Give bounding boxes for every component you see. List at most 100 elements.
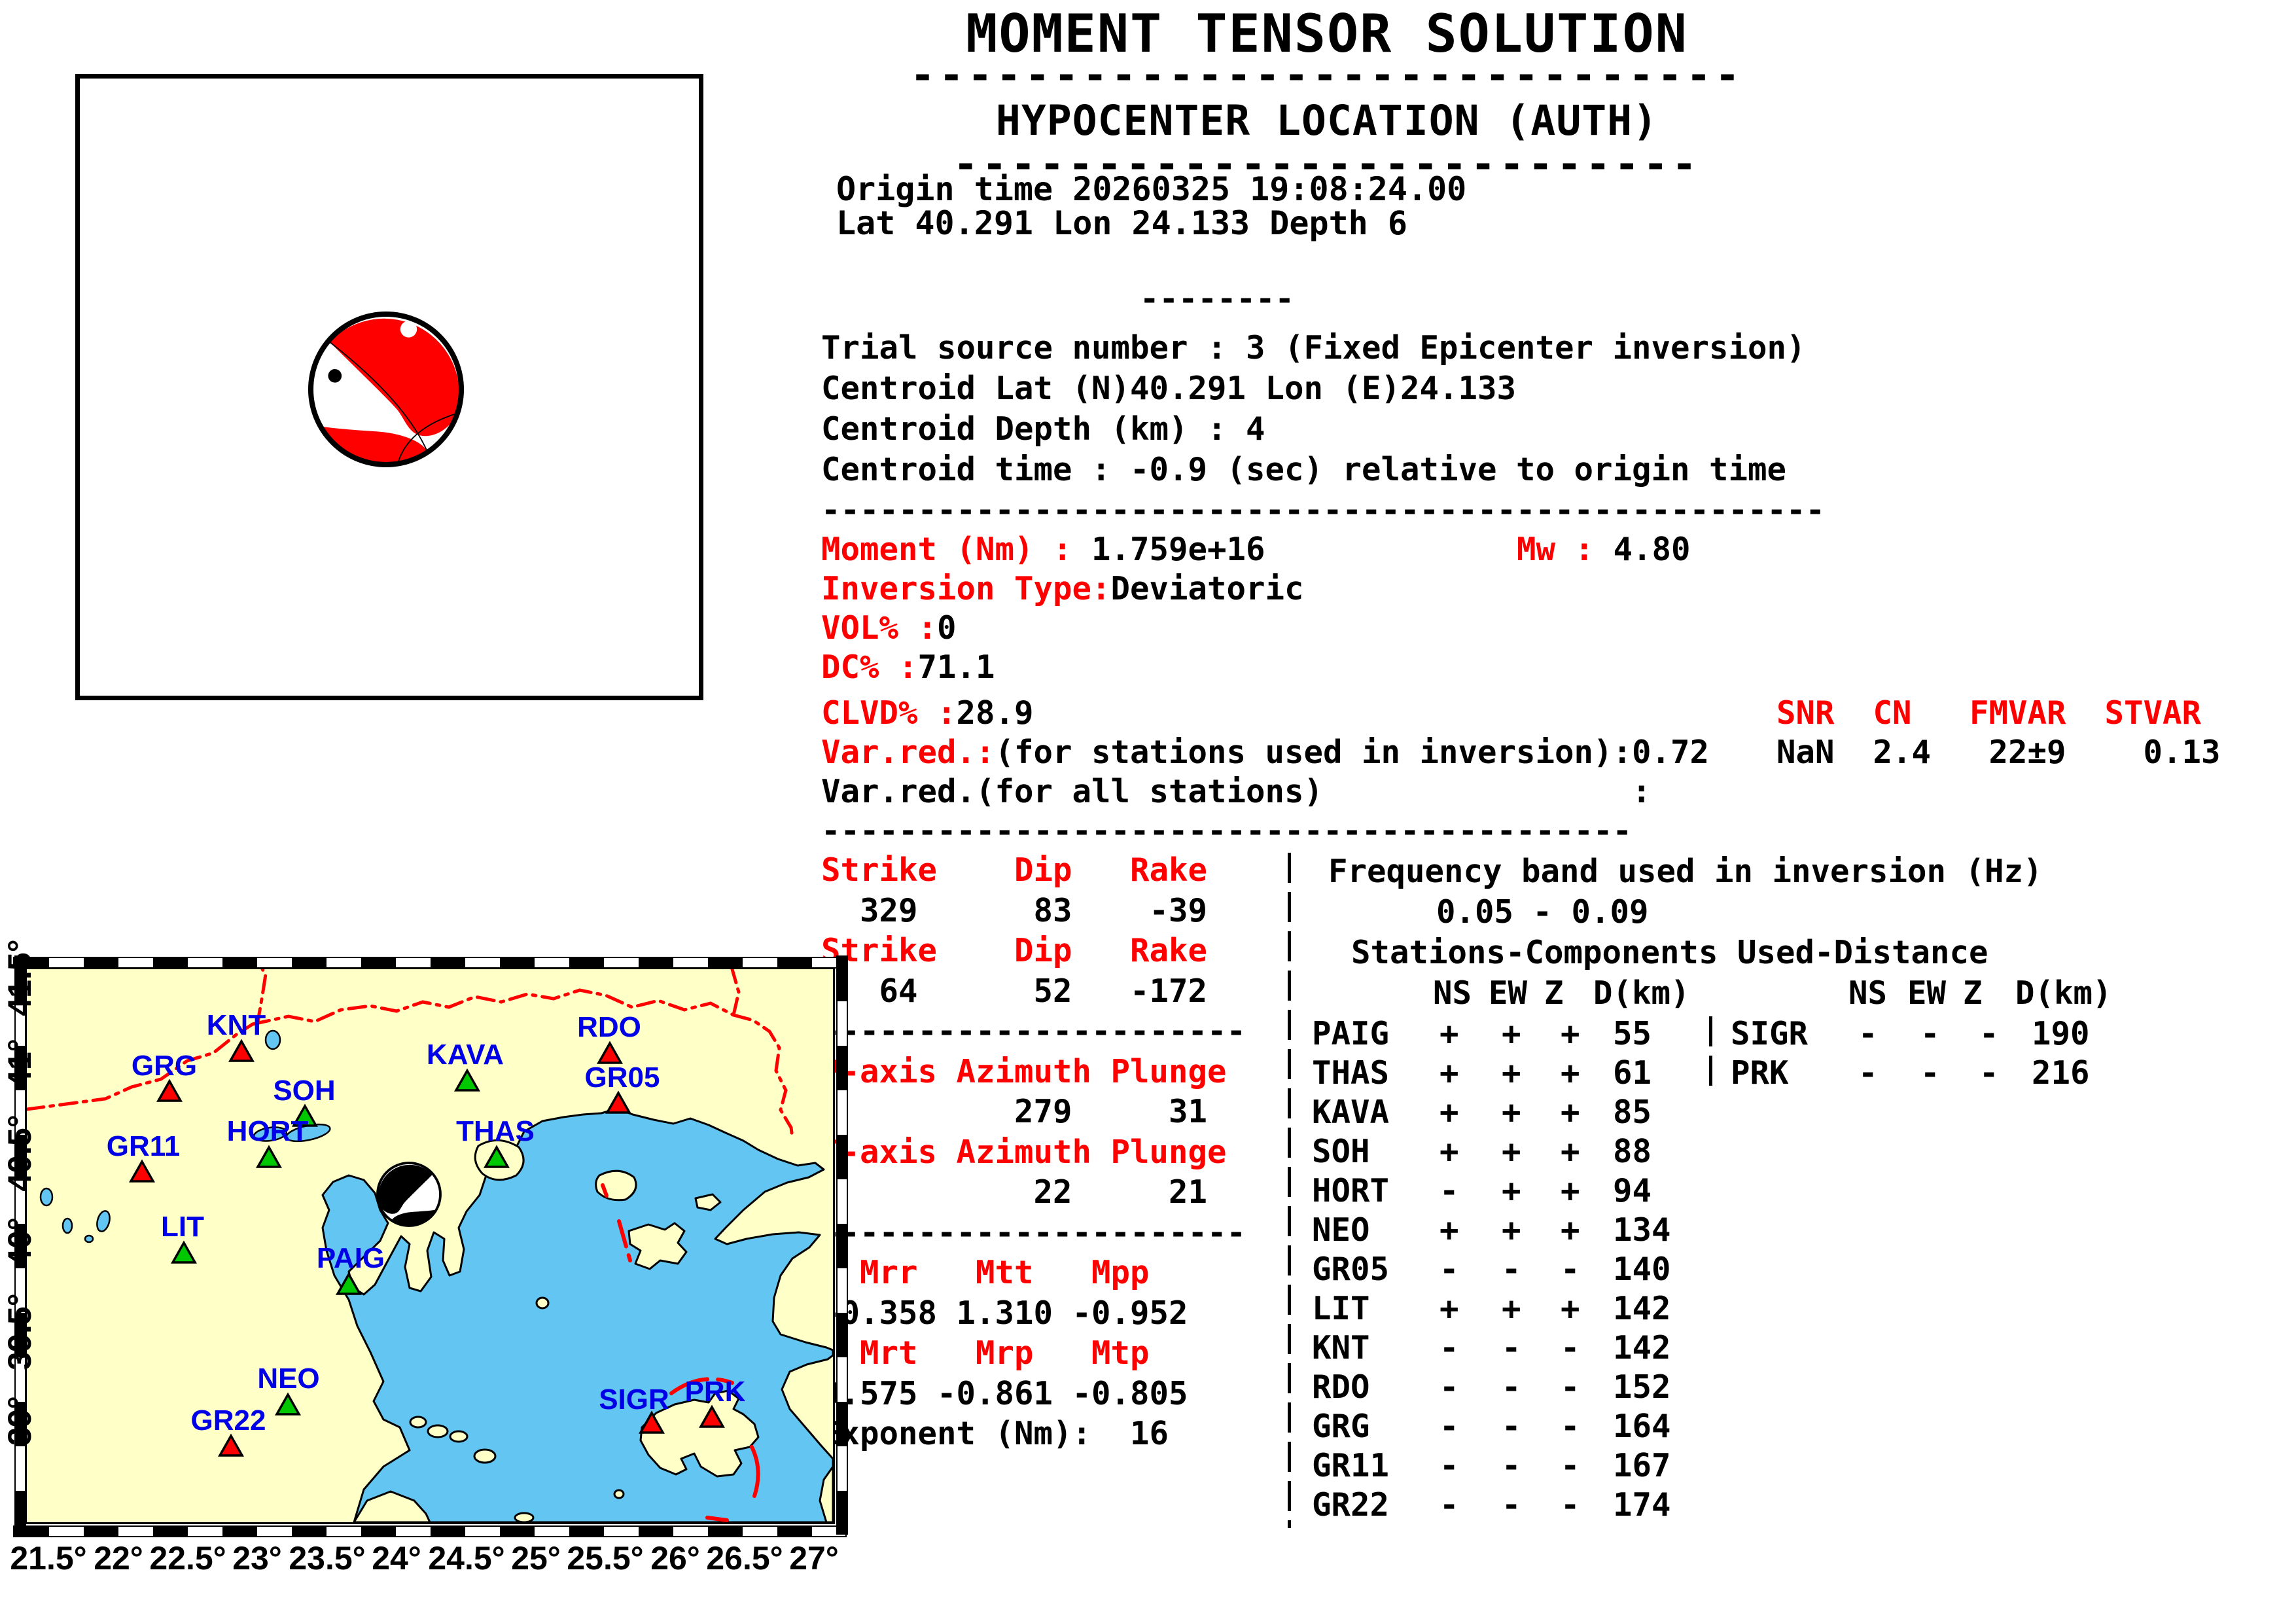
map-station-label: LIT	[161, 1211, 204, 1243]
station-z: -	[1561, 1447, 1580, 1484]
island-evia-tip	[353, 1490, 431, 1522]
map-border-right	[836, 955, 848, 1535]
map-station-label: GR11	[107, 1130, 181, 1162]
station-z: -	[1979, 1015, 1999, 1052]
station-ns: +	[1439, 1290, 1459, 1327]
station-table-left: PAIG + + + 55 THAS + + + 61 KAVA + + + 8…	[1312, 1016, 1704, 1527]
centroid-time-line: Centroid time : -0.9 (sec) relative to o…	[821, 451, 1787, 488]
station-ns: -	[1439, 1172, 1459, 1209]
station-row: SIGR - - - 190	[1731, 1016, 2123, 1056]
island-skyros	[473, 1448, 497, 1464]
station-name: GR05	[1312, 1251, 1390, 1288]
station-triangle-unused	[638, 1410, 665, 1434]
red-fault-marks	[601, 1183, 760, 1522]
island-skiathos	[409, 1416, 427, 1429]
map-station-GRG: GRG	[132, 1050, 197, 1102]
focal-mechanism-box	[75, 74, 703, 700]
map-station-label: KNT	[207, 1009, 266, 1041]
island-small	[514, 1512, 535, 1522]
station-ns: +	[1439, 1133, 1459, 1170]
country-borders	[27, 969, 794, 1140]
station-row: PRK - - - 216	[1731, 1056, 2123, 1095]
station-z: +	[1561, 1054, 1580, 1092]
station-distance: 142	[1613, 1290, 1671, 1327]
map-station-KAVA: KAVA	[427, 1039, 504, 1092]
focal-line: 279 31	[821, 1093, 1208, 1130]
station-name: KNT	[1312, 1329, 1370, 1366]
centroid-depth-line: Centroid Depth (km) : 4	[821, 410, 1265, 448]
freq-band-line: Frequency band used in inversion (Hz)	[1328, 853, 2043, 890]
asia-coast-sliver	[819, 1465, 833, 1522]
lat-tick-label: 40.5°	[1, 1115, 38, 1192]
p-axis-dot	[328, 368, 342, 383]
focal-line: Exponent (Nm): 16	[821, 1415, 1169, 1452]
map-lon-axis: 21.5° 22° 22.5° 23° 23.5° 24° 24.5° 25° 25.5° 26°…	[10, 1525, 875, 1577]
island-limnos	[627, 1222, 688, 1270]
map-station-SIGR: SIGR	[599, 1383, 669, 1434]
station-ns: -	[1439, 1447, 1459, 1484]
focal-line: T-axis Azimuth Plunge	[821, 1133, 1227, 1171]
lon-tick-label: 23.5°	[289, 1540, 366, 1577]
col-z-right: Z	[1963, 974, 1983, 1012]
map-station-GR11: GR11	[107, 1130, 181, 1183]
station-triangle-used	[170, 1240, 198, 1264]
map-station-HORT: HORT	[227, 1115, 309, 1168]
inversion-type-line: Inversion Type:Deviatoric	[821, 570, 1304, 607]
lon-tick-label: 24°	[372, 1540, 421, 1577]
station-z: -	[1561, 1486, 1580, 1524]
station-triangle-used	[274, 1392, 302, 1416]
station-distance: 167	[1613, 1447, 1671, 1484]
map-station-label: SIGR	[599, 1383, 669, 1416]
map-station-label: GRG	[132, 1050, 197, 1082]
trial-source-line: Trial source number : 3 (Fixed Epicenter…	[821, 329, 1806, 366]
station-triangle-unused	[217, 1433, 245, 1457]
station-triangle-unused	[605, 1090, 632, 1114]
focal-line: ----------------------	[821, 1012, 1246, 1050]
map-border-bottom	[13, 1525, 847, 1537]
lon-tick-label: 26°	[650, 1540, 700, 1577]
mw-label: Mw :	[1517, 531, 1614, 568]
moment-value: 1.759e+16	[1091, 531, 1265, 568]
station-triangle-unused	[128, 1159, 156, 1183]
map-border-left	[14, 955, 26, 1535]
station-map: KNT GRG RDO KAVA GR05 SOH HORT GR11 THAS LIT PAIG N…	[13, 955, 848, 1537]
station-z: -	[1561, 1408, 1580, 1445]
station-triangle-unused	[698, 1404, 726, 1428]
mw-line: Mw : 4.80	[1517, 532, 1691, 567]
focal-line: P-axis Azimuth Plunge	[821, 1052, 1227, 1090]
station-ew: -	[1502, 1408, 1521, 1445]
varred-line: Var.red.:(for stations used in inversion…	[821, 734, 1710, 771]
map-station-GR22: GR22	[191, 1404, 266, 1457]
station-ns: +	[1439, 1211, 1459, 1249]
station-name: RDO	[1312, 1368, 1370, 1406]
station-ew: +	[1502, 1015, 1521, 1052]
col-ew-right: EW	[1907, 974, 1947, 1012]
lon-tick-label: 22.5°	[149, 1540, 226, 1577]
station-row: GR05 - - - 140	[1312, 1252, 1704, 1291]
station-ew: -	[1502, 1447, 1521, 1484]
focal-line: ----------------------	[821, 1213, 1246, 1251]
station-name: HORT	[1312, 1172, 1390, 1209]
stations-heading: Stations-Components Used-Distance	[1351, 934, 1988, 971]
focal-line: 64 52 -172	[821, 972, 1208, 1010]
station-ns: -	[1858, 1054, 1878, 1092]
table-right-divider	[1709, 1016, 1712, 1094]
station-name: LIT	[1312, 1290, 1370, 1327]
lat-tick-label: 41°	[1, 1039, 38, 1088]
col-ns-left: NS	[1433, 974, 1472, 1012]
map-station-RDO: RDO	[577, 1011, 641, 1064]
col-ns-right: NS	[1848, 974, 1888, 1012]
focal-line: Strike Dip Rake	[821, 932, 1208, 969]
map-station-PRK: PRK	[685, 1376, 746, 1428]
lake-vegoritida	[96, 1210, 111, 1232]
focal-line: Mrr Mtt Mpp	[821, 1254, 1150, 1291]
lon-tick-label: 22°	[94, 1540, 143, 1577]
title-underline: -----------------------------	[910, 51, 1744, 99]
island-agios-efstratios	[535, 1296, 550, 1310]
map-station-KNT: KNT	[207, 1009, 266, 1062]
lon-tick-label: 25.5°	[567, 1540, 644, 1577]
station-triangle-unused	[156, 1079, 183, 1102]
station-ew: -	[1920, 1054, 1940, 1092]
map-station-label: HORT	[227, 1115, 309, 1147]
col-ew-left: EW	[1489, 974, 1528, 1012]
